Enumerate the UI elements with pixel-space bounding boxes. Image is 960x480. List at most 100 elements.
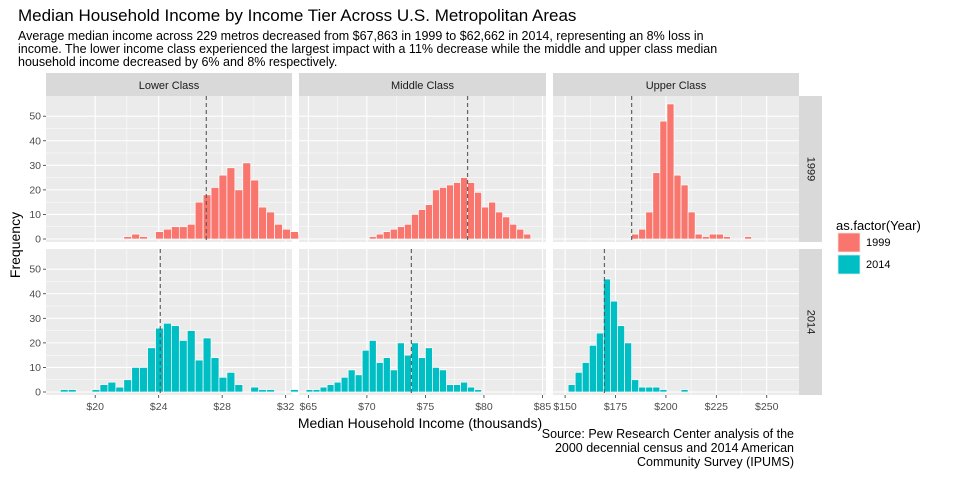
histogram-bar xyxy=(474,389,482,393)
y-tick-label: 50 xyxy=(29,111,41,123)
histogram-bar xyxy=(502,216,511,240)
histogram-bar xyxy=(744,236,752,240)
histogram-bar xyxy=(523,233,532,240)
histogram-bar xyxy=(382,231,391,240)
histogram-bar xyxy=(652,386,661,393)
histogram-bar xyxy=(708,233,717,240)
y-tick-label: 0 xyxy=(35,234,41,246)
strip-middle-class xyxy=(299,73,546,96)
histogram-bar xyxy=(481,206,489,240)
histogram-bar xyxy=(645,211,654,240)
histogram-bar xyxy=(652,172,661,240)
histogram-bar xyxy=(123,379,133,393)
histogram-bar xyxy=(139,367,148,393)
histogram-bar xyxy=(418,357,426,393)
histogram-bar xyxy=(266,389,275,393)
histogram-bar xyxy=(361,349,370,393)
chart-subtitle-line-3: household income decreased by 6% and 8% … xyxy=(18,55,337,69)
strip-row-2014 xyxy=(799,249,822,395)
histogram-bar xyxy=(340,376,349,393)
histogram-bar xyxy=(680,184,689,240)
histogram-bar xyxy=(631,379,640,393)
y-tick-label: 20 xyxy=(29,337,41,349)
histogram-bar xyxy=(258,206,267,240)
x-tick-label: $85 xyxy=(534,401,552,413)
histogram-bar xyxy=(67,389,77,393)
histogram-bar xyxy=(312,389,321,393)
histogram-bar xyxy=(368,340,377,393)
panel-middle-class-1999 xyxy=(299,96,546,242)
legend-swatch-1999 xyxy=(837,232,861,253)
histogram-bar xyxy=(631,233,640,240)
histogram-bar xyxy=(178,340,188,393)
x-tick-label: $200 xyxy=(654,401,678,413)
histogram-bar xyxy=(624,342,632,393)
histogram-bar xyxy=(425,204,433,240)
histogram-bar xyxy=(218,376,228,393)
x-axis-title: Median Household Income (thousands) xyxy=(298,415,542,431)
histogram-bar xyxy=(290,389,299,393)
histogram-bar xyxy=(210,357,220,393)
histogram-bar xyxy=(123,236,133,240)
histogram-bar xyxy=(446,184,454,240)
histogram-bar xyxy=(617,325,625,393)
histogram-bar xyxy=(638,386,647,393)
histogram-bar xyxy=(460,381,468,393)
histogram-bar xyxy=(495,211,504,240)
histogram-bar xyxy=(163,228,172,240)
histogram-bar xyxy=(326,384,335,393)
histogram-bar xyxy=(460,177,468,240)
panel-upper-class-1999 xyxy=(553,96,799,242)
histogram-bar xyxy=(474,191,482,240)
histogram-bar xyxy=(186,223,196,240)
histogram-bar xyxy=(375,233,384,240)
x-tick-label: $80 xyxy=(475,401,493,413)
histogram-bar xyxy=(389,369,398,393)
strip-label-1999: 1999 xyxy=(805,157,817,181)
chart-title: Median Household Income by Income Tier A… xyxy=(18,6,576,25)
histogram-bar xyxy=(186,330,196,393)
y-tick-label: 50 xyxy=(29,264,41,276)
strip-row-1999 xyxy=(799,96,822,242)
x-tick-label: $70 xyxy=(358,401,376,413)
histogram-bar xyxy=(516,228,525,240)
histogram-bar xyxy=(404,223,412,240)
histogram-bar xyxy=(139,236,148,240)
x-tick-label: $175 xyxy=(604,401,628,413)
panel-upper-class-2014 xyxy=(553,249,799,395)
panel-middle-class-2014 xyxy=(299,249,546,395)
histogram-bar xyxy=(467,182,475,240)
histogram-bar xyxy=(131,233,140,240)
histogram-bar xyxy=(354,374,363,393)
histogram-bar xyxy=(178,226,188,240)
y-tick-label: 30 xyxy=(29,313,41,325)
histogram-bar xyxy=(382,357,391,393)
histogram-bar xyxy=(234,189,244,240)
histogram-bar xyxy=(396,226,405,240)
histogram-bar xyxy=(171,325,180,393)
histogram-bar xyxy=(567,384,576,393)
strip-label-upper-class: Upper Class xyxy=(646,80,707,92)
strip-label-middle-class: Middle Class xyxy=(391,80,454,92)
panel-lower-class-1999 xyxy=(46,96,307,242)
chart-subtitle-line-2: income. The lower income class experienc… xyxy=(18,42,717,56)
histogram-bar xyxy=(250,386,260,393)
histogram-bar xyxy=(210,187,220,240)
histogram-bar xyxy=(375,362,384,393)
histogram-bar xyxy=(115,386,125,393)
histogram-bar xyxy=(425,347,433,393)
y-tick-label: 0 xyxy=(35,387,41,399)
x-tick-label: $75 xyxy=(417,401,435,413)
histogram-bar xyxy=(666,103,675,240)
histogram-bar xyxy=(404,354,412,393)
y-tick-label: 30 xyxy=(29,160,41,172)
histogram-bar xyxy=(453,182,461,240)
legend: as.factor(Year) 1999 2014 xyxy=(830,208,942,282)
histogram-bar xyxy=(266,211,275,240)
y-tick-label: 20 xyxy=(29,184,41,196)
histogram-bar xyxy=(396,342,405,393)
histogram-bar xyxy=(411,342,419,393)
histogram-bar xyxy=(290,231,299,240)
histogram-bar xyxy=(673,174,682,240)
